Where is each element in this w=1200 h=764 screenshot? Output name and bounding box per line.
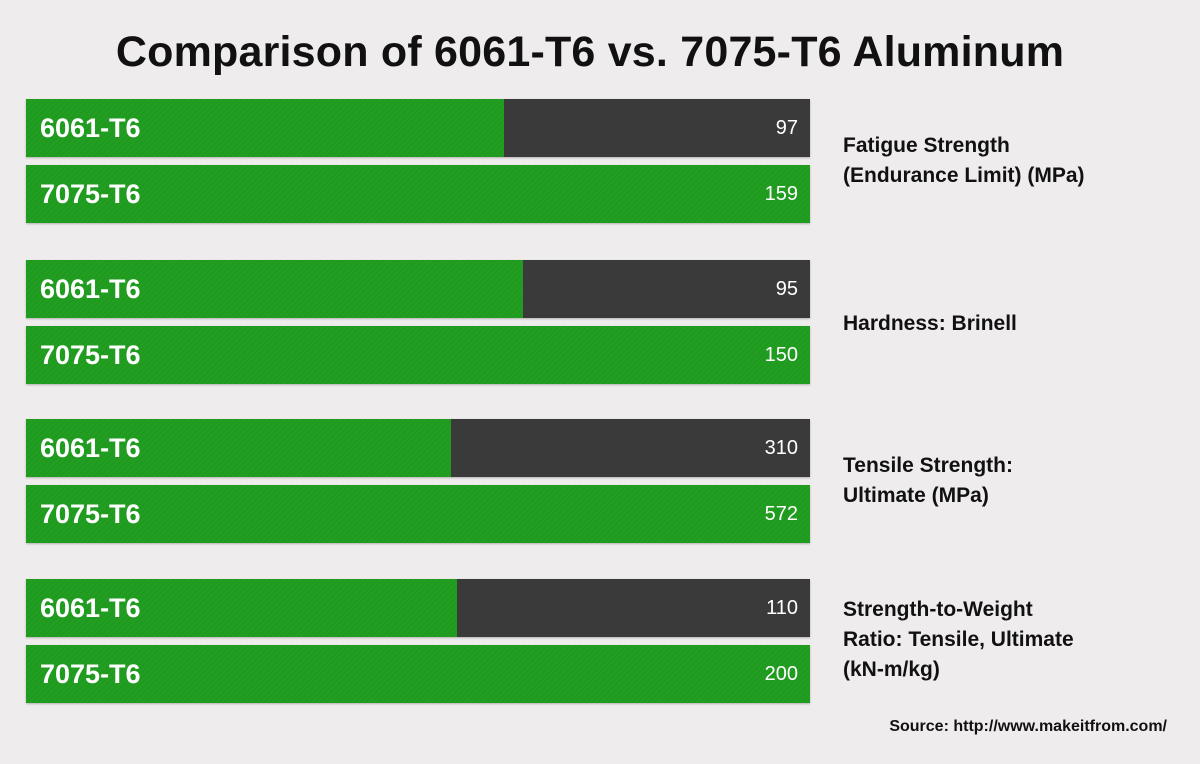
bar-7075-t6: 7075-T6 159 bbox=[26, 165, 810, 223]
bar-6061-t6: 6061-T6 97 bbox=[26, 99, 810, 157]
bar-7075-t6: 7075-T6 200 bbox=[26, 645, 810, 703]
metric-label: Hardness: Brinell bbox=[843, 309, 1193, 339]
bar-6061-t6: 6061-T6 110 bbox=[26, 579, 810, 637]
metric-label-line: (kN-m/kg) bbox=[843, 658, 940, 681]
bar-fill bbox=[26, 419, 451, 477]
bar-series-label: 7075-T6 bbox=[40, 659, 141, 689]
metric-label-line: Strength-to-Weight bbox=[843, 598, 1033, 621]
bar-fill bbox=[26, 485, 810, 543]
metric-label-line: Ratio: Tensile, Ultimate bbox=[843, 628, 1074, 651]
metric-label: Strength-to-Weight Ratio: Tensile, Ultima… bbox=[843, 595, 1193, 685]
bar-7075-t6: 7075-T6 150 bbox=[26, 326, 810, 384]
metric-label-line: Ultimate (MPa) bbox=[843, 484, 989, 507]
bar-value-label: 110 bbox=[766, 597, 798, 619]
bar-value-label: 97 bbox=[775, 117, 798, 139]
bar-6061-t6: 6061-T6 310 bbox=[26, 419, 810, 477]
metric-label: Fatigue Strength (Endurance Limit) (MPa) bbox=[843, 131, 1193, 191]
bar-value-label: 310 bbox=[764, 437, 798, 459]
bar-series-label: 6061-T6 bbox=[40, 274, 141, 304]
bar-value-label: 159 bbox=[764, 183, 798, 205]
bar-fill bbox=[26, 645, 810, 703]
bar-series-label: 7075-T6 bbox=[40, 499, 141, 529]
bar-value-label: 95 bbox=[775, 278, 798, 300]
bar-series-label: 6061-T6 bbox=[40, 593, 141, 623]
metric-label: Tensile Strength: Ultimate (MPa) bbox=[843, 451, 1193, 511]
bar-group-2: 6061-T6 95 7075-T6 150 Hardness: Brinell bbox=[26, 260, 1200, 386]
bar-series-label: 6061-T6 bbox=[40, 433, 141, 463]
bar-group-4: 6061-T6 110 7075-T6 200 Strength-to-Weight Ra… bbox=[26, 579, 1200, 705]
bar-series-label: 7075-T6 bbox=[40, 340, 141, 370]
metric-label-line: Fatigue Strength bbox=[843, 134, 1010, 157]
bar-fill bbox=[26, 326, 810, 384]
bar-6061-t6: 6061-T6 95 bbox=[26, 260, 810, 318]
metric-label-line: Hardness: Brinell bbox=[843, 312, 1017, 335]
metric-label-line: (Endurance Limit) (MPa) bbox=[843, 164, 1085, 187]
chart-title: Comparison of 6061-T6 vs. 7075-T6 Alumin… bbox=[115, 28, 1065, 76]
bar-fill bbox=[26, 579, 458, 637]
bar-series-label: 6061-T6 bbox=[40, 113, 141, 143]
bar-series-label: 7075-T6 bbox=[40, 179, 141, 209]
bar-fill bbox=[26, 99, 505, 157]
bar-value-label: 572 bbox=[764, 503, 798, 525]
bar-value-label: 200 bbox=[764, 663, 798, 685]
bar-value-label: 150 bbox=[764, 344, 798, 366]
bar-group-1: 6061-T6 97 7075-T6 159 Fatigue Strength (Endu… bbox=[26, 99, 1200, 225]
metric-label-line: Tensile Strength: bbox=[843, 454, 1013, 477]
source-note: Source: http://www.makeitfrom.com/ bbox=[889, 718, 1167, 735]
bar-7075-t6: 7075-T6 572 bbox=[26, 485, 810, 543]
bar-fill bbox=[26, 165, 810, 223]
bar-group-3: 6061-T6 310 7075-T6 572 Tensile Strength: Ult… bbox=[26, 419, 1200, 545]
bar-fill bbox=[26, 260, 523, 318]
